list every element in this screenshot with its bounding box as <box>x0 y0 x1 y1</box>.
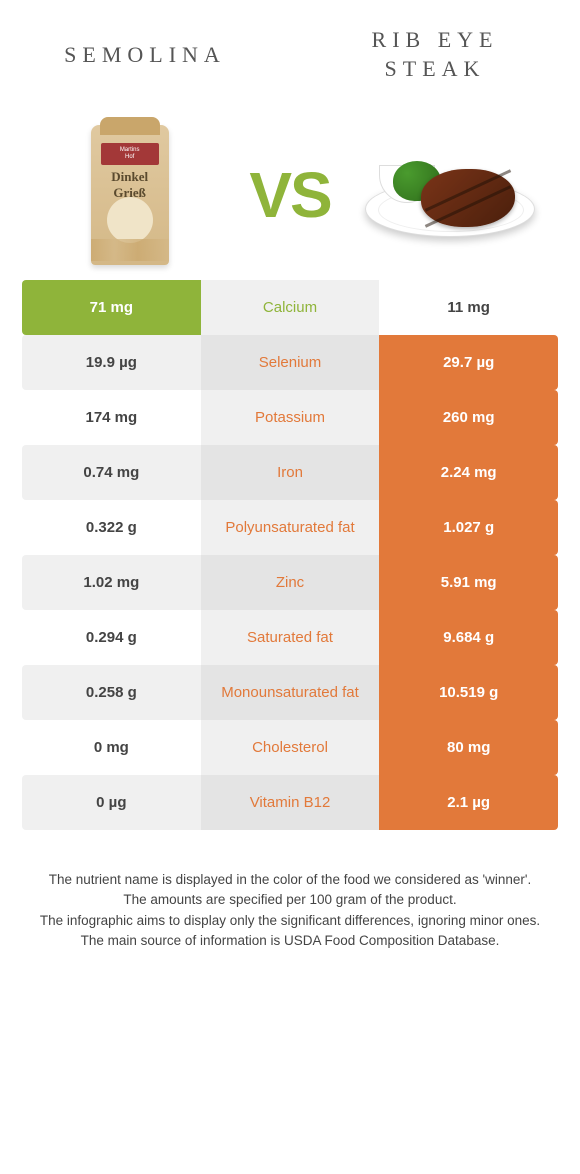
nutrient-table: 71 mgCalcium11 mg19.9 µgSelenium29.7 µg1… <box>22 280 558 830</box>
header: SEMOLINA RIB EYE STEAK <box>0 0 580 110</box>
nutrient-name: Polyunsaturated fat <box>201 500 380 555</box>
right-value: 80 mg <box>379 720 558 775</box>
left-value: 0 mg <box>22 720 201 775</box>
nutrient-row: 174 mgPotassium260 mg <box>22 390 558 445</box>
nutrient-row: 0.74 mgIron2.24 mg <box>22 445 558 500</box>
nutrient-row: 1.02 mgZinc5.91 mg <box>22 555 558 610</box>
left-value: 71 mg <box>22 280 201 335</box>
left-value: 1.02 mg <box>22 555 201 610</box>
right-image <box>341 110 560 280</box>
left-value: 0.294 g <box>22 610 201 665</box>
nutrient-row: 0.322 gPolyunsaturated fat1.027 g <box>22 500 558 555</box>
nutrient-name: Selenium <box>201 335 380 390</box>
vs-label: VS <box>239 158 340 232</box>
nutrient-name: Vitamin B12 <box>201 775 380 830</box>
right-value: 11 mg <box>379 280 558 335</box>
nutrient-name: Iron <box>201 445 380 500</box>
images-row: MartinsHof Dinkel Grieß VS <box>0 110 580 280</box>
nutrient-row: 0 mgCholesterol80 mg <box>22 720 558 775</box>
right-value: 260 mg <box>379 390 558 445</box>
left-value: 19.9 µg <box>22 335 201 390</box>
right-value: 2.1 µg <box>379 775 558 830</box>
right-value: 1.027 g <box>379 500 558 555</box>
nutrient-row: 0 µgVitamin B122.1 µg <box>22 775 558 830</box>
footnote-line: The main source of information is USDA F… <box>36 931 544 951</box>
right-value: 9.684 g <box>379 610 558 665</box>
footnote-line: The nutrient name is displayed in the co… <box>36 870 544 890</box>
nutrient-name: Zinc <box>201 555 380 610</box>
header-left: SEMOLINA <box>0 0 290 110</box>
nutrient-name: Cholesterol <box>201 720 380 775</box>
header-right: RIB EYE STEAK <box>290 0 580 110</box>
nutrient-name: Monounsaturated fat <box>201 665 380 720</box>
nutrient-row: 71 mgCalcium11 mg <box>22 280 558 335</box>
nutrient-row: 19.9 µgSelenium29.7 µg <box>22 335 558 390</box>
left-image: MartinsHof Dinkel Grieß <box>20 110 239 280</box>
semolina-bag-icon: MartinsHof Dinkel Grieß <box>91 125 169 265</box>
left-value: 0.258 g <box>22 665 201 720</box>
left-value: 0.74 mg <box>22 445 201 500</box>
steak-plate-icon <box>365 145 535 245</box>
right-value: 10.519 g <box>379 665 558 720</box>
nutrient-name: Potassium <box>201 390 380 445</box>
right-value: 2.24 mg <box>379 445 558 500</box>
left-value: 0 µg <box>22 775 201 830</box>
footnote-line: The infographic aims to display only the… <box>36 911 544 931</box>
footnote-block: The nutrient name is displayed in the co… <box>36 870 544 951</box>
nutrient-name: Calcium <box>201 280 380 335</box>
right-food-title: RIB EYE STEAK <box>372 26 499 83</box>
nutrient-row: 0.258 gMonounsaturated fat10.519 g <box>22 665 558 720</box>
left-value: 0.322 g <box>22 500 201 555</box>
left-value: 174 mg <box>22 390 201 445</box>
nutrient-name: Saturated fat <box>201 610 380 665</box>
left-food-title: SEMOLINA <box>64 41 226 70</box>
right-value: 5.91 mg <box>379 555 558 610</box>
nutrient-row: 0.294 gSaturated fat9.684 g <box>22 610 558 665</box>
right-value: 29.7 µg <box>379 335 558 390</box>
footnote-line: The amounts are specified per 100 gram o… <box>36 890 544 910</box>
